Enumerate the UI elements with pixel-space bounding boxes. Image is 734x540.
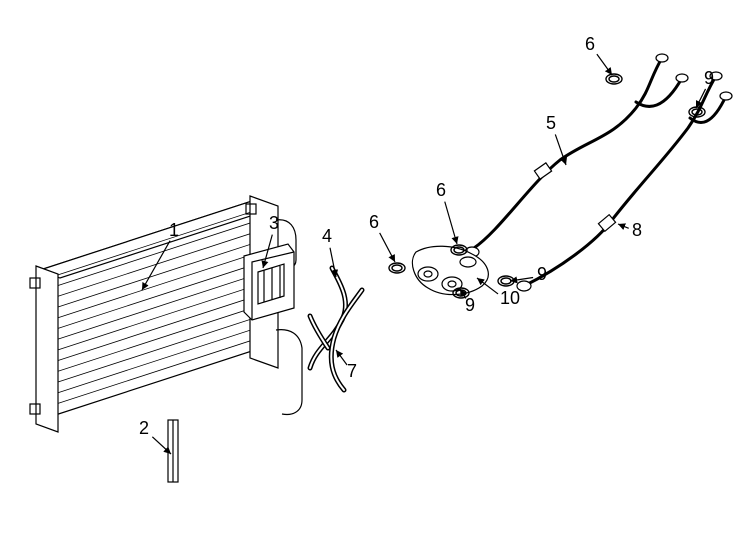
callout-2: 2: [139, 418, 149, 439]
part-bracket: [244, 244, 294, 320]
callout-3: 3: [269, 213, 279, 234]
callout-6b: 6: [436, 180, 446, 201]
callout-5: 5: [546, 113, 556, 134]
callout-7: 7: [347, 361, 357, 382]
callout-9c: 9: [704, 68, 714, 89]
callout-6: 6: [369, 212, 379, 233]
callout-10: 10: [500, 288, 520, 309]
callout-8: 8: [632, 220, 642, 241]
callout-9: 9: [465, 295, 475, 316]
callout-6c: 6: [585, 34, 595, 55]
diagram-svg: [0, 0, 734, 540]
callout-1: 1: [169, 220, 179, 241]
part-seal-strip: [168, 420, 178, 482]
callout-9b: 9: [537, 264, 547, 285]
parts-diagram: 1 2 3 4 5 6 6 6 7 8 9 9 9 10: [0, 0, 734, 540]
part-line-5: [474, 58, 682, 248]
callout-4: 4: [322, 226, 332, 247]
